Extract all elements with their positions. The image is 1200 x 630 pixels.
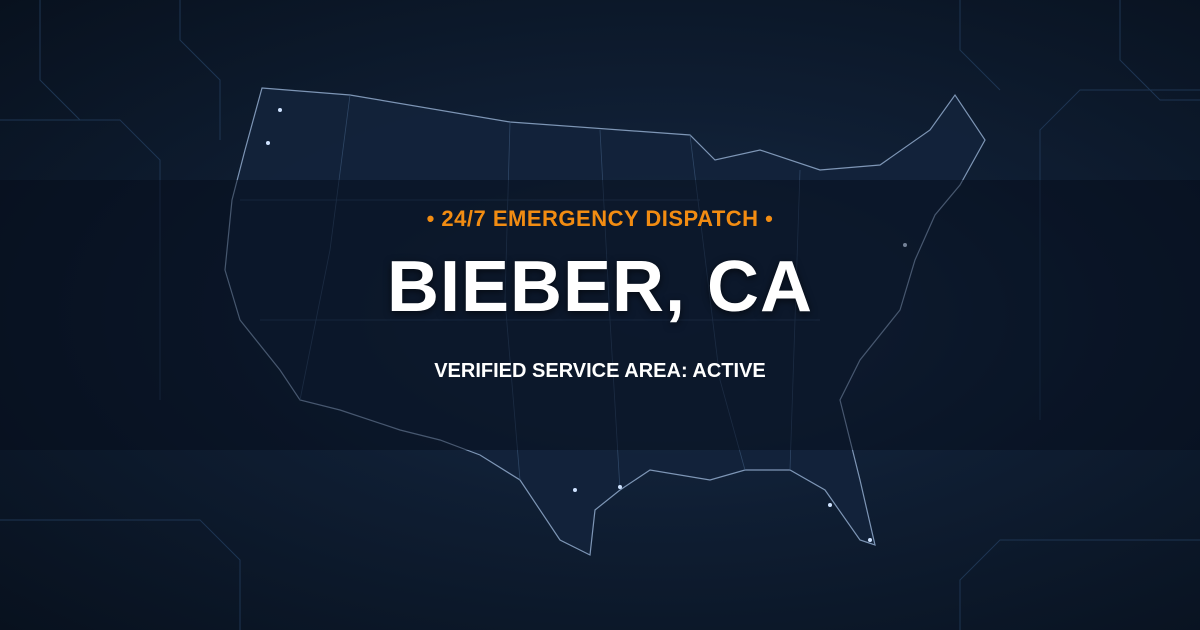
us-map-outline (224, 87, 986, 556)
text-band (0, 180, 1200, 450)
service-status: VERIFIED SERVICE AREA: ACTIVE (434, 360, 766, 382)
city-lights (266, 108, 907, 542)
state-borders (240, 94, 820, 491)
service-tagline: • 24/7 EMERGENCY DISPATCH • (426, 206, 774, 231)
page-title: BIEBER, CA (386, 247, 814, 327)
